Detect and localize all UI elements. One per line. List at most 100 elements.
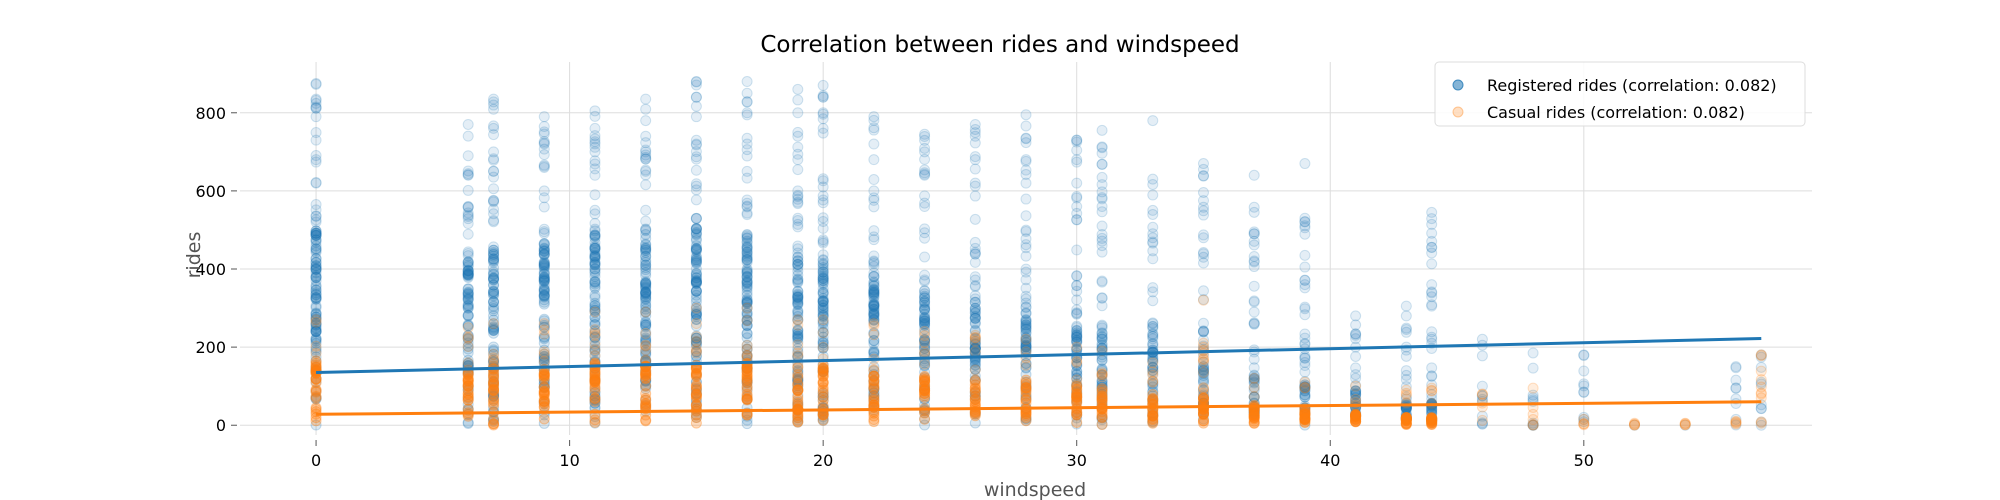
registered-point — [817, 394, 829, 406]
registered-point — [690, 91, 702, 103]
registered-point — [690, 285, 702, 297]
registered-point — [690, 139, 702, 151]
casual-point — [817, 341, 829, 353]
registered-point — [538, 353, 550, 365]
registered-point — [640, 149, 652, 161]
casual-point — [538, 328, 550, 340]
registered-point — [488, 249, 500, 261]
registered-point — [1426, 227, 1438, 239]
registered-point — [919, 339, 931, 351]
registered-point — [640, 204, 652, 216]
registered-point — [538, 226, 550, 238]
registered-point — [792, 330, 804, 342]
registered-point — [462, 165, 474, 177]
registered-point — [1197, 232, 1209, 244]
casual-point — [462, 322, 474, 334]
registered-point — [640, 286, 652, 298]
registered-point — [488, 286, 500, 298]
registered-point — [538, 382, 550, 394]
registered-point — [690, 138, 702, 150]
registered-point — [1476, 350, 1488, 362]
registered-point — [488, 93, 500, 105]
registered-point — [589, 217, 601, 229]
registered-point — [310, 261, 322, 273]
casual-point — [741, 339, 753, 351]
registered-point — [792, 330, 804, 342]
registered-point — [690, 269, 702, 281]
registered-point — [538, 321, 550, 333]
registered-point — [640, 332, 652, 344]
registered-point — [589, 417, 601, 429]
registered-point — [741, 303, 753, 315]
registered-point — [792, 291, 804, 303]
registered-point — [919, 323, 931, 335]
registered-point — [589, 259, 601, 271]
registered-point — [310, 229, 322, 241]
registered-point — [741, 349, 753, 361]
registered-point — [589, 390, 601, 402]
registered-point — [1248, 169, 1260, 181]
registered-point — [310, 156, 322, 168]
registered-point — [462, 269, 474, 281]
registered-point — [868, 376, 880, 388]
registered-point — [538, 239, 550, 251]
registered-point — [310, 256, 322, 268]
registered-point — [1299, 228, 1311, 240]
registered-point — [792, 255, 804, 267]
registered-point — [1578, 349, 1590, 361]
casual-point — [1755, 374, 1767, 386]
registered-point — [868, 383, 880, 395]
registered-point — [868, 375, 880, 387]
registered-point — [488, 376, 500, 388]
registered-point — [310, 385, 322, 397]
casual-point — [1197, 353, 1209, 365]
registered-point — [969, 374, 981, 386]
registered-point — [817, 296, 829, 308]
registered-point — [741, 96, 753, 108]
registered-point — [919, 303, 931, 315]
registered-point — [640, 246, 652, 258]
registered-point — [817, 235, 829, 247]
registered-point — [792, 328, 804, 340]
registered-point — [462, 209, 474, 221]
registered-point — [919, 312, 931, 324]
registered-point — [310, 94, 322, 106]
casual-point — [868, 394, 880, 406]
registered-point — [589, 146, 601, 158]
registered-point — [690, 346, 702, 358]
registered-point — [817, 339, 829, 351]
registered-point — [538, 381, 550, 393]
registered-point — [1426, 279, 1438, 291]
registered-point — [690, 257, 702, 269]
registered-point — [310, 351, 322, 363]
registered-point — [1578, 386, 1590, 398]
registered-point — [817, 288, 829, 300]
registered-point — [868, 288, 880, 300]
casual-point — [1197, 417, 1209, 429]
registered-point — [462, 213, 474, 225]
registered-point — [640, 296, 652, 308]
registered-point — [792, 218, 804, 230]
registered-point — [462, 291, 474, 303]
registered-point — [919, 372, 931, 384]
registered-point — [589, 335, 601, 347]
registered-point — [817, 337, 829, 349]
registered-point — [488, 325, 500, 337]
registered-point — [690, 387, 702, 399]
registered-point — [462, 130, 474, 142]
casual-points — [310, 294, 1767, 431]
casual-point — [1147, 366, 1159, 378]
registered-point — [640, 259, 652, 271]
registered-point — [690, 336, 702, 348]
registered-point — [1096, 171, 1108, 183]
registered-point — [741, 278, 753, 290]
registered-point — [792, 285, 804, 297]
registered-point — [640, 151, 652, 163]
registered-point — [868, 335, 880, 347]
registered-point — [462, 118, 474, 130]
registered-point — [589, 141, 601, 153]
registered-point — [817, 237, 829, 249]
registered-point — [310, 293, 322, 305]
registered-point — [1020, 154, 1032, 166]
registered-point — [310, 234, 322, 246]
